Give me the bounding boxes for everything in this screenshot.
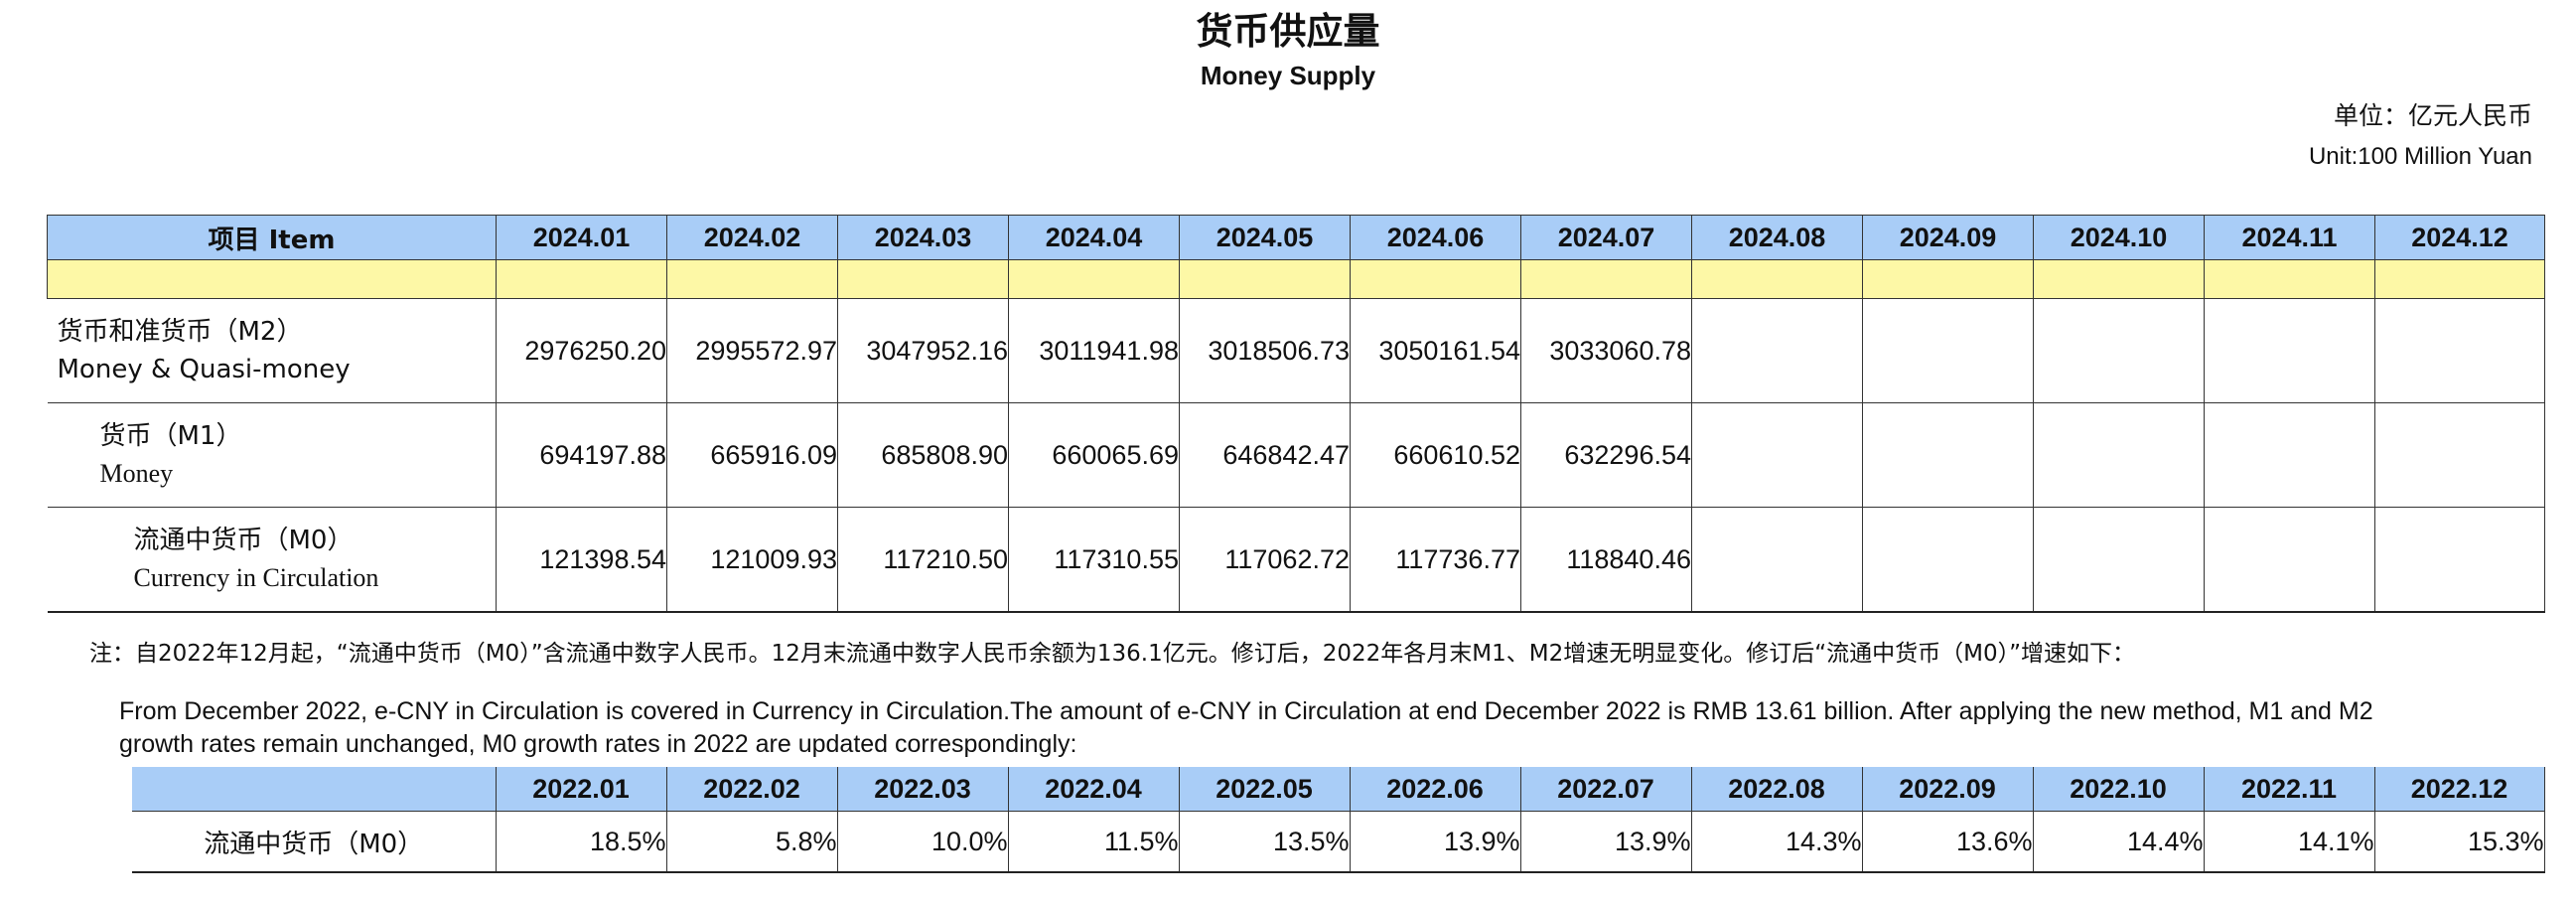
table-cell <box>2033 298 2205 403</box>
table-cell <box>2374 298 2545 403</box>
table-cell: 11.5% <box>1008 811 1180 873</box>
table-cell: 14.1% <box>2204 811 2375 873</box>
table-cell <box>1691 507 1863 613</box>
month-column-header: 2022.12 <box>2373 767 2545 812</box>
month-column-header: 2022.01 <box>495 767 667 812</box>
table-cell: 685808.90 <box>837 402 1009 508</box>
month-column-header: 2024.03 <box>837 215 1009 260</box>
growth-header-row: 2022.01 2022.02 2022.03 2022.04 2022.05 … <box>132 767 2545 812</box>
table-cell <box>1862 507 2034 613</box>
month-column-header: 2024.05 <box>1179 215 1351 260</box>
item-column-header: 项目 Item <box>47 215 497 260</box>
month-column-header: 2022.04 <box>1007 767 1180 812</box>
month-column-header: 2022.09 <box>1861 767 2034 812</box>
month-column-header: 2024.02 <box>666 215 838 260</box>
table-cell: 3011941.98 <box>1008 298 1180 403</box>
month-column-header: 2022.08 <box>1690 767 1863 812</box>
month-column-header: 2024.06 <box>1350 215 1521 260</box>
table-cell: 121009.93 <box>666 507 838 613</box>
table-cell <box>2033 507 2205 613</box>
month-column-header: 2022.05 <box>1178 767 1351 812</box>
table-cell: 118840.46 <box>1520 507 1692 613</box>
table-header-row: 项目 Item 2024.01 2024.02 2024.03 2024.04 … <box>47 215 2545 260</box>
table-cell: 3018506.73 <box>1179 298 1351 403</box>
month-column-header: 2024.07 <box>1520 215 1692 260</box>
table-cell <box>2204 507 2375 613</box>
row-label-en: Money & Quasi-money <box>57 355 351 384</box>
table-cell: 2995572.97 <box>666 298 838 403</box>
table-row-m0: 流通中货币（M0） Currency in Circulation 121398… <box>47 507 2545 613</box>
month-column-header: 2022.02 <box>665 767 838 812</box>
table-cell <box>1862 402 2034 508</box>
header-spacer-row <box>47 259 2545 299</box>
unit-label-en: Unit:100 Million Yuan <box>2308 143 2532 170</box>
table-cell: 665916.09 <box>666 402 838 508</box>
m0-growth-table: 2022.01 2022.02 2022.03 2022.04 2022.05 … <box>132 767 2545 873</box>
growth-row-m0: 流通中货币（M0） 18.5% 5.8% 10.0% 11.5% 13.5% 1… <box>132 811 2545 873</box>
table-cell: 3050161.54 <box>1350 298 1521 403</box>
month-column-header: 2024.08 <box>1691 215 1863 260</box>
table-cell: 14.4% <box>2033 811 2205 873</box>
row-label-en: Money <box>99 459 174 488</box>
note-cn: 注：自2022年12月起，“流通中货币（M0）”含流通中数字人民币。12月末流通… <box>89 641 2136 667</box>
row-label-en: Currency in Circulation <box>133 563 379 592</box>
note-en: From December 2022, e-CNY in Circulation… <box>119 697 2373 758</box>
month-column-header: 2022.03 <box>836 767 1009 812</box>
table-cell: 10.0% <box>837 811 1009 873</box>
page-title-en: Money Supply <box>1200 61 1376 90</box>
row-label-cn: 货币和准货币（M2） <box>57 317 303 347</box>
month-column-header: 2022.07 <box>1519 767 1692 812</box>
month-column-header: 2024.04 <box>1008 215 1180 260</box>
month-column-header: 2024.11 <box>2204 215 2375 260</box>
table-cell <box>2374 507 2545 613</box>
unit-label-cn: 单位：亿元人民币 <box>2333 101 2532 130</box>
month-column-header: 2022.11 <box>2203 767 2375 812</box>
table-cell: 13.9% <box>1350 811 1521 873</box>
table-cell: 121398.54 <box>496 507 667 613</box>
table-row-m1: 货币（M1） Money 694197.88 665916.09 685808.… <box>47 402 2545 508</box>
table-cell: 117310.55 <box>1008 507 1180 613</box>
table-cell <box>2204 402 2375 508</box>
table-cell: 660610.52 <box>1350 402 1521 508</box>
month-column-header: 2022.10 <box>2032 767 2205 812</box>
table-cell: 3033060.78 <box>1520 298 1692 403</box>
row-label-cn: 流通中货币（M0） <box>133 526 354 555</box>
row-label-m0: 流通中货币（M0） Currency in Circulation <box>47 507 497 613</box>
row-label-cn: 货币（M1） <box>99 421 242 451</box>
table-cell: 632296.54 <box>1520 402 1692 508</box>
table-cell: 117736.77 <box>1350 507 1521 613</box>
table-cell: 646842.47 <box>1179 402 1351 508</box>
table-cell: 13.6% <box>1862 811 2034 873</box>
table-cell: 13.9% <box>1520 811 1692 873</box>
table-cell <box>2374 402 2545 508</box>
table-cell <box>2033 402 2205 508</box>
table-cell: 15.3% <box>2374 811 2545 873</box>
table-cell <box>1691 298 1863 403</box>
row-label-m2: 货币和准货币（M2） Money & Quasi-money <box>47 298 497 403</box>
table-row-m2: 货币和准货币（M2） Money & Quasi-money 2976250.2… <box>47 298 2545 403</box>
month-column-header: 2024.12 <box>2374 215 2545 260</box>
page-title-cn: 货币供应量 <box>1196 10 1380 53</box>
table-cell: 14.3% <box>1691 811 1863 873</box>
table-cell <box>2204 298 2375 403</box>
table-cell: 694197.88 <box>496 402 667 508</box>
month-column-header: 2022.06 <box>1349 767 1521 812</box>
table-cell: 2976250.20 <box>496 298 667 403</box>
table-cell: 13.5% <box>1179 811 1351 873</box>
row-label-m0-growth: 流通中货币（M0） <box>132 811 497 873</box>
table-cell: 117210.50 <box>837 507 1009 613</box>
table-cell: 3047952.16 <box>837 298 1009 403</box>
money-supply-table: 项目 Item 2024.01 2024.02 2024.03 2024.04 … <box>47 215 2545 613</box>
month-column-header: 2024.10 <box>2033 215 2205 260</box>
table-cell <box>1691 402 1863 508</box>
table-cell: 660065.69 <box>1008 402 1180 508</box>
month-column-header: 2024.09 <box>1862 215 2034 260</box>
row-label-m1: 货币（M1） Money <box>47 402 497 508</box>
table-cell <box>1862 298 2034 403</box>
month-column-header: 2024.01 <box>496 215 667 260</box>
table-cell: 117062.72 <box>1179 507 1351 613</box>
growth-header-blank <box>132 767 497 812</box>
table-cell: 18.5% <box>496 811 667 873</box>
table-cell: 5.8% <box>666 811 838 873</box>
